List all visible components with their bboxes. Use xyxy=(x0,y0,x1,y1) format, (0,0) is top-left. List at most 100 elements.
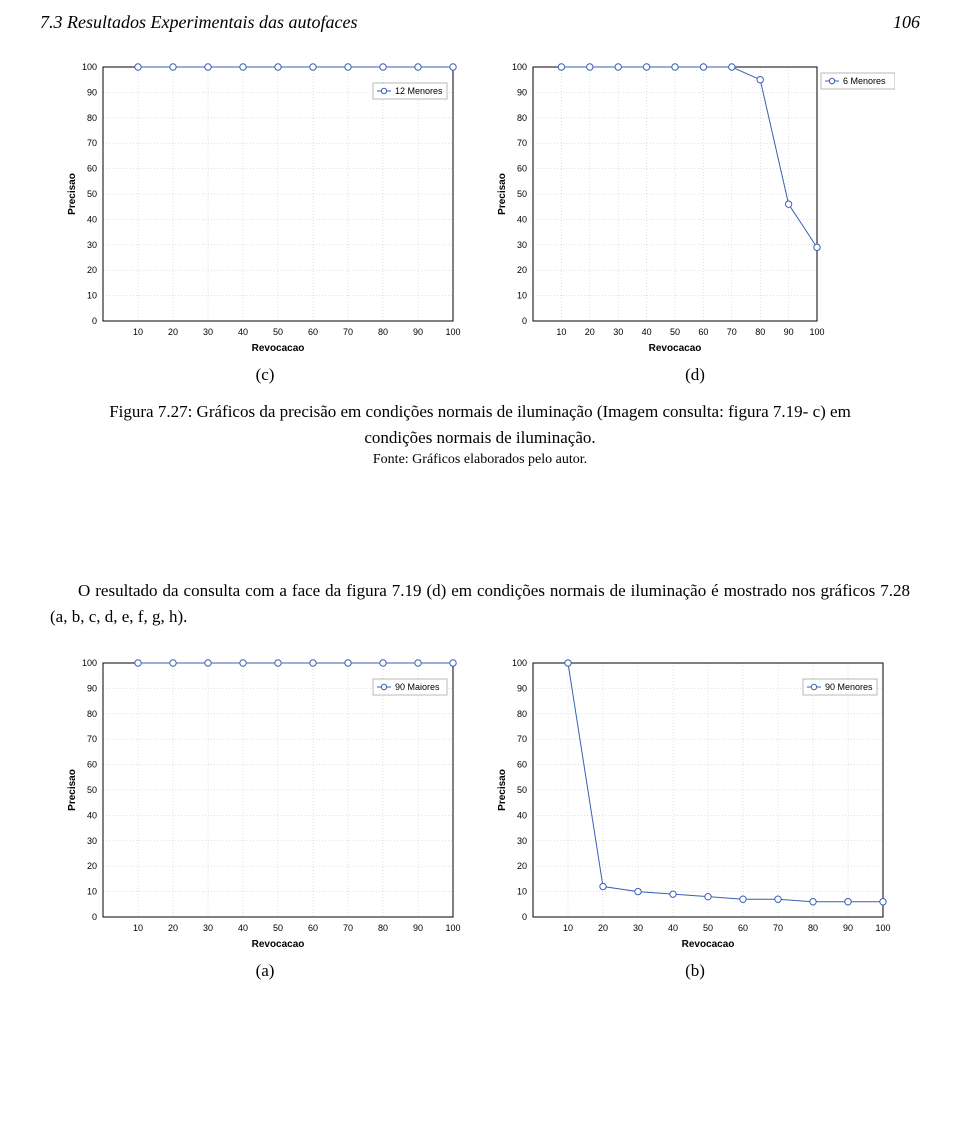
data-point xyxy=(205,659,211,665)
svg-text:Revocacao: Revocacao xyxy=(682,939,735,950)
sublabel-c: (c) xyxy=(65,365,465,385)
data-point xyxy=(170,64,176,70)
figure-1-sublabels: (c) (d) xyxy=(40,365,920,385)
data-point xyxy=(170,659,176,665)
line-chart: 0102030405060708090100102030405060708090… xyxy=(65,57,465,357)
data-point xyxy=(810,898,816,904)
svg-text:10: 10 xyxy=(87,291,97,301)
svg-text:40: 40 xyxy=(642,327,652,337)
svg-text:90: 90 xyxy=(87,87,97,97)
svg-text:50: 50 xyxy=(273,923,283,933)
svg-text:70: 70 xyxy=(517,138,527,148)
body-paragraph: O resultado da consulta com a face da fi… xyxy=(50,578,910,631)
svg-text:20: 20 xyxy=(598,923,608,933)
data-point xyxy=(345,659,351,665)
svg-text:50: 50 xyxy=(517,189,527,199)
figure-2-row: 0102030405060708090100102030405060708090… xyxy=(40,653,920,953)
data-point xyxy=(740,896,746,902)
svg-text:80: 80 xyxy=(378,923,388,933)
data-point xyxy=(450,659,456,665)
svg-text:60: 60 xyxy=(87,759,97,769)
svg-text:20: 20 xyxy=(585,327,595,337)
sublabel-d: (d) xyxy=(495,365,895,385)
svg-text:Precisao: Precisao xyxy=(67,173,78,215)
svg-text:90: 90 xyxy=(843,923,853,933)
data-point xyxy=(558,64,564,70)
data-point xyxy=(635,888,641,894)
svg-text:90: 90 xyxy=(413,327,423,337)
legend-label: 12 Menores xyxy=(395,86,443,96)
data-point xyxy=(450,64,456,70)
svg-text:30: 30 xyxy=(87,835,97,845)
svg-text:40: 40 xyxy=(517,214,527,224)
page-number: 106 xyxy=(893,12,920,33)
running-header: 7.3 Resultados Experimentais das autofac… xyxy=(40,12,920,33)
data-point xyxy=(880,898,886,904)
svg-text:10: 10 xyxy=(556,327,566,337)
svg-text:80: 80 xyxy=(87,708,97,718)
data-point xyxy=(729,64,735,70)
svg-text:30: 30 xyxy=(613,327,623,337)
data-point xyxy=(672,64,678,70)
svg-text:100: 100 xyxy=(875,923,890,933)
svg-text:90: 90 xyxy=(87,683,97,693)
svg-text:100: 100 xyxy=(82,658,97,668)
data-point xyxy=(670,891,676,897)
svg-text:70: 70 xyxy=(343,327,353,337)
svg-text:Precisao: Precisao xyxy=(497,769,508,811)
svg-text:10: 10 xyxy=(517,291,527,301)
data-point xyxy=(705,893,711,899)
data-point xyxy=(415,659,421,665)
svg-text:0: 0 xyxy=(522,316,527,326)
svg-text:30: 30 xyxy=(203,923,213,933)
data-point xyxy=(240,659,246,665)
svg-text:Revocacao: Revocacao xyxy=(252,939,305,950)
svg-text:70: 70 xyxy=(87,138,97,148)
svg-text:70: 70 xyxy=(727,327,737,337)
series-line xyxy=(561,67,817,247)
svg-text:20: 20 xyxy=(168,327,178,337)
svg-text:Revocacao: Revocacao xyxy=(649,343,702,354)
series-line xyxy=(568,663,883,902)
section-title: 7.3 Resultados Experimentais das autofac… xyxy=(40,12,357,33)
chart-d-container: 0102030405060708090100102030405060708090… xyxy=(495,57,895,357)
svg-text:20: 20 xyxy=(517,265,527,275)
svg-text:30: 30 xyxy=(517,835,527,845)
data-point xyxy=(310,64,316,70)
svg-text:40: 40 xyxy=(517,810,527,820)
svg-text:Precisao: Precisao xyxy=(497,173,508,215)
svg-text:40: 40 xyxy=(238,923,248,933)
legend-label: 6 Menores xyxy=(843,76,886,86)
svg-text:100: 100 xyxy=(445,923,460,933)
legend-label: 90 Maiores xyxy=(395,682,440,692)
data-point xyxy=(587,64,593,70)
line-chart: 0102030405060708090100102030405060708090… xyxy=(495,57,895,357)
svg-text:60: 60 xyxy=(87,164,97,174)
svg-text:10: 10 xyxy=(87,886,97,896)
svg-text:20: 20 xyxy=(87,265,97,275)
data-point xyxy=(565,659,571,665)
svg-text:70: 70 xyxy=(773,923,783,933)
svg-text:50: 50 xyxy=(703,923,713,933)
data-point xyxy=(135,64,141,70)
data-point xyxy=(205,64,211,70)
figure-1-caption: Figura 7.27: Gráficos da precisão em con… xyxy=(80,399,880,450)
svg-text:90: 90 xyxy=(784,327,794,337)
svg-text:60: 60 xyxy=(308,327,318,337)
data-point xyxy=(785,201,791,207)
legend-label: 90 Menores xyxy=(825,682,873,692)
data-point xyxy=(814,244,820,250)
svg-text:0: 0 xyxy=(92,912,97,922)
svg-text:30: 30 xyxy=(633,923,643,933)
svg-text:80: 80 xyxy=(87,113,97,123)
svg-text:20: 20 xyxy=(87,861,97,871)
data-point xyxy=(135,659,141,665)
svg-text:40: 40 xyxy=(87,810,97,820)
svg-text:60: 60 xyxy=(517,164,527,174)
svg-text:90: 90 xyxy=(413,923,423,933)
data-point xyxy=(240,64,246,70)
figure-2-sublabels: (a) (b) xyxy=(40,961,920,981)
svg-text:40: 40 xyxy=(87,214,97,224)
svg-text:30: 30 xyxy=(517,240,527,250)
data-point xyxy=(845,898,851,904)
